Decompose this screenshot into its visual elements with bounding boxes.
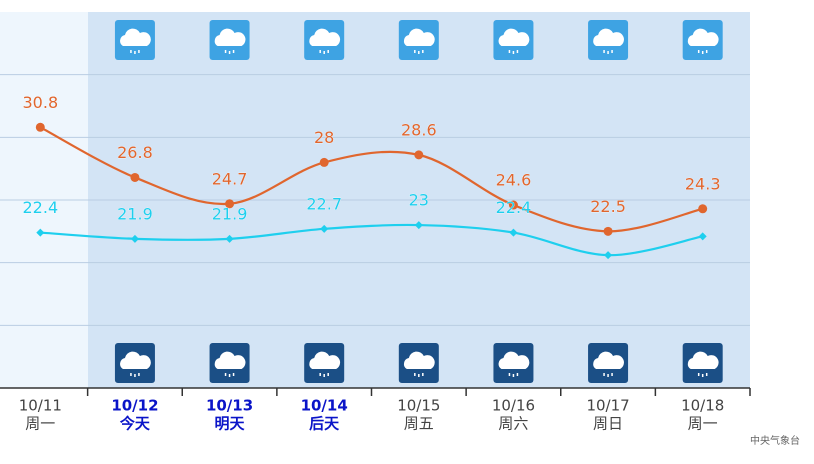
icon-drops [697,50,708,54]
icon-drops [414,373,424,377]
point [130,172,140,182]
day-weather-icon [398,20,439,60]
icon-drops [414,50,424,54]
icon-drops [130,373,140,377]
day-weather-icon [588,20,629,60]
icon-drops [697,373,708,377]
point [319,157,329,167]
icon-cloud [593,28,624,46]
icon-drops [224,373,235,377]
value-label: 21.9 [117,204,153,223]
x-tick-label: 10/12 [111,397,158,415]
value-label: 22.4 [496,198,532,217]
icon-drops [603,50,613,54]
day-weather-icon [493,20,534,60]
day-label: 周五 [404,415,434,433]
icon-cloud [309,351,341,369]
point [36,228,45,237]
point [225,234,234,243]
icon-drops [130,50,140,54]
day-label: 周一 [25,415,55,433]
day-weather-icon [209,20,250,60]
x-tick-label: 10/15 [397,397,440,415]
icon-cloud [687,28,719,46]
value-label: 28 [314,128,334,147]
x-tick-label: 10/14 [301,397,348,415]
value-label: 22.7 [306,194,342,213]
value-label: 28.6 [401,120,437,139]
point [130,234,139,243]
day-weather-icon [114,20,155,60]
night-weather-icon [398,343,439,383]
point [603,226,613,236]
night-weather-icon [209,343,250,383]
icon-cloud [403,351,435,369]
value-label: 24.7 [212,169,248,188]
icon-drops [508,373,519,377]
point [508,200,518,210]
point [604,251,613,260]
night-weather-icon [304,343,345,383]
day-label: 明天 [215,415,246,433]
icon-cloud [120,351,151,369]
icon-drops [224,50,235,54]
icon-drops [319,373,329,377]
point [225,199,235,209]
value-label: 24.3 [685,174,721,193]
x-tick-label: 10/11 [19,397,62,415]
icon-drops [319,50,329,54]
night-weather-icon [588,343,629,383]
point [414,221,423,230]
point [698,204,708,214]
day-weather-icon [304,20,345,60]
day-weather-icon [682,20,723,60]
value-label: 23 [409,191,429,210]
point [698,232,707,241]
value-label: 24.6 [496,171,532,190]
day-label: 今天 [119,415,151,433]
icon-cloud [309,28,341,46]
point [320,224,329,233]
night-weather-icon [114,343,155,383]
icon-cloud [214,28,246,46]
icon-cloud [498,28,530,46]
point [509,228,518,237]
day-label: 周一 [688,415,718,433]
day-label: 周六 [498,415,528,433]
series-line [39,126,703,233]
night-weather-icon [493,343,534,383]
icon-cloud [120,28,151,46]
value-label: 22.4 [23,198,59,217]
value-label: 30.8 [23,93,59,112]
icon-drops [603,373,613,377]
icon-cloud [403,28,435,46]
x-tick-label: 10/13 [206,397,253,415]
x-tick-label: 10/16 [492,397,535,415]
series-line [40,223,703,257]
value-label: 26.8 [117,143,153,162]
night-weather-icon [682,343,723,383]
icon-drops [508,50,519,54]
icon-cloud [214,351,246,369]
point [414,150,424,160]
icon-cloud [498,351,530,369]
value-label: 21.9 [212,204,248,223]
x-tick-label: 10/17 [586,397,629,415]
value-label: 22.5 [590,197,626,216]
icon-cloud [593,351,624,369]
source: 中央气象台 [750,434,800,447]
day-label: 后天 [309,415,340,433]
icon-cloud [687,351,719,369]
x-tick-label: 10/18 [681,397,724,415]
day-label: 周日 [593,415,623,433]
point [35,122,45,132]
